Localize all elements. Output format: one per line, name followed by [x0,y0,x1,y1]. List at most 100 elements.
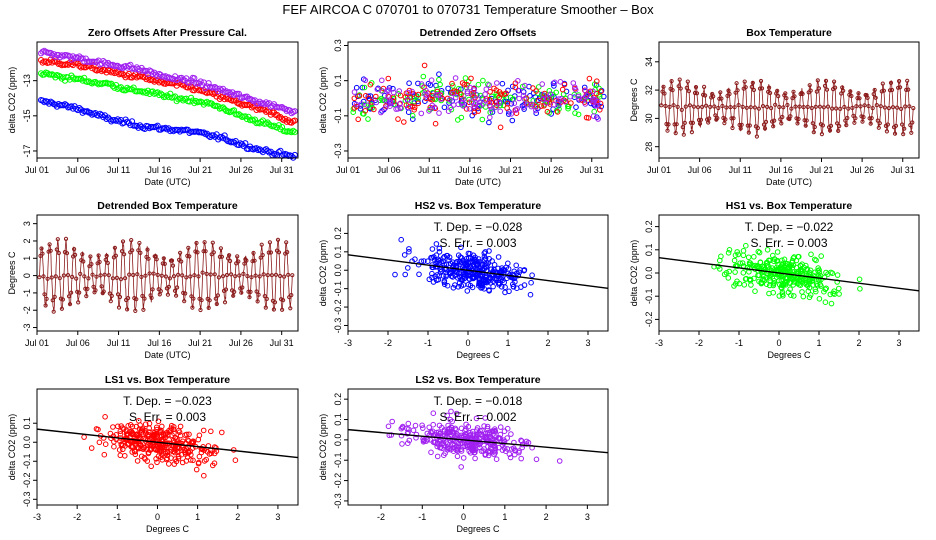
data-point [513,262,520,269]
data-point [787,286,793,293]
x-tick-label: -2 [695,338,703,348]
y-axis-label: delta CO2 (ppm) [318,240,328,307]
data-point [436,76,442,83]
data-point [369,105,376,111]
data-point [411,104,418,111]
data-point [487,114,493,121]
data-point [49,99,56,106]
plot-frame [347,388,609,506]
data-point [158,454,164,461]
data-point [170,448,177,455]
data-point [196,453,203,460]
data-point [401,252,408,258]
x-tick-label: Jul 01 [647,165,671,175]
data-point [464,443,470,449]
data-point [92,290,97,295]
data-point [581,84,588,91]
data-point [446,254,453,261]
data-point [751,253,757,260]
data-point [779,289,786,296]
plot-frame [347,41,609,159]
data-point [181,447,188,453]
data-point [468,269,475,276]
data-point [135,432,142,439]
data-point [361,84,368,91]
data-point [232,138,239,145]
data-point [201,472,207,479]
x-tick-label: Jul 26 [229,338,253,348]
data-point [389,418,396,425]
chart-title: Detrended Box Temperature [97,200,238,212]
data-point [779,282,785,289]
y-tick-label: -0.2 [333,473,343,489]
data-point [444,412,451,419]
data-point [492,436,499,443]
data-point [378,109,384,116]
data-point [371,106,377,113]
data-point [458,464,465,470]
data-point [136,426,143,432]
data-point [516,87,523,94]
data-point [562,99,569,105]
data-point [494,80,500,86]
data-point [171,424,177,430]
x-tick-label: 3 [275,512,280,522]
data-point [179,459,186,466]
data-point [815,268,821,274]
x-tick-label: 1 [195,512,200,522]
data-point [872,87,877,93]
data-point [436,110,442,116]
data-point [221,132,228,139]
data-point [110,424,116,430]
data-point [361,111,367,117]
data-point [445,422,451,429]
data-point [483,97,489,104]
data-point [747,261,753,268]
chart-panel-zero-offsets: Zero Offsets After Pressure Cal. Jul 01 Ju… [7,27,299,187]
y-tick-label: 30 [644,113,654,123]
data-point [412,422,419,429]
data-point [148,463,154,470]
data-point [176,427,182,434]
x-tick-label: -1 [424,338,432,348]
chart-title: HS1 vs. Box Temperature [726,200,853,212]
data-point [441,428,448,435]
data-point [447,270,454,277]
data-point [597,107,603,113]
data-point [278,115,286,122]
data-point [815,265,822,271]
data-point [725,250,732,256]
data-point [415,100,422,107]
data-point [497,108,504,115]
y-tick-label: -3 [22,324,32,332]
data-point [248,96,255,103]
data-point [149,435,155,442]
data-point [210,462,216,469]
data-point [463,255,470,262]
data-point [453,430,460,437]
data-point [453,410,460,417]
data-point [497,124,504,131]
data-point [477,272,484,278]
std-error-label: S. Err. = 0.002 [439,410,516,424]
y-tick-label: 34 [644,57,654,67]
data-point [764,247,771,253]
data-point [436,71,442,77]
data-point [810,282,817,288]
x-tick-label: Jul 31 [270,338,294,348]
y-tick-label: 0.0 [333,264,343,277]
data-point [449,418,456,425]
data-point [382,97,389,104]
data-point [584,92,590,99]
x-tick-label: 2 [856,338,861,348]
data-point [506,288,512,295]
chart-title: Detrended Zero Offsets [420,27,537,39]
y-tick-label: -0.2 [644,312,654,328]
data-point [195,436,202,443]
data-point [558,95,564,102]
data-point [515,78,521,84]
data-point [518,437,524,444]
data-point [540,92,547,98]
y-tick-label: 0 [22,273,32,278]
data-point [790,255,797,261]
